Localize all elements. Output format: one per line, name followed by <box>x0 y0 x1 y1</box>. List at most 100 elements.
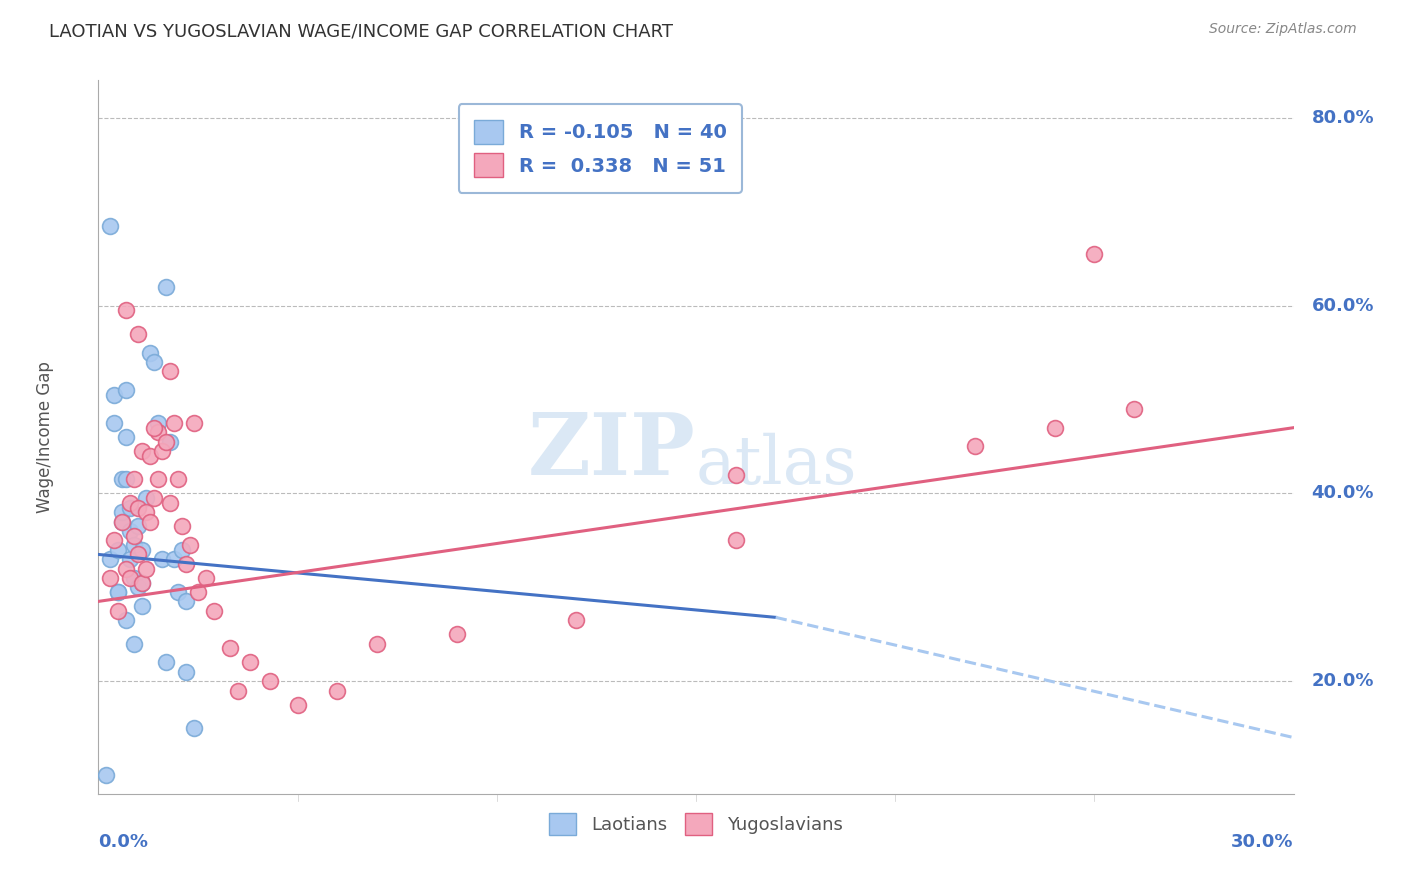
Point <box>326 683 349 698</box>
Point <box>143 420 166 434</box>
Point <box>124 571 146 585</box>
Point <box>963 440 986 454</box>
Text: 20.0%: 20.0% <box>1312 673 1374 690</box>
Point <box>107 604 129 618</box>
Point <box>148 472 170 486</box>
Point <box>724 467 747 482</box>
Point <box>115 613 138 627</box>
Point <box>135 491 157 505</box>
Point <box>124 529 146 543</box>
Point <box>167 585 190 599</box>
Point <box>1083 247 1105 261</box>
Point <box>103 388 125 402</box>
Point <box>103 533 125 548</box>
Text: ZIP: ZIP <box>529 409 696 493</box>
Point <box>115 472 138 486</box>
Point <box>111 515 134 529</box>
Legend: Laotians, Yugoslavians: Laotians, Yugoslavians <box>543 805 849 842</box>
Point <box>131 599 153 613</box>
Point <box>239 656 262 670</box>
Point <box>163 552 186 566</box>
Point <box>159 496 181 510</box>
Point <box>724 533 747 548</box>
Point <box>115 430 138 444</box>
Point <box>287 698 309 712</box>
Point <box>120 571 142 585</box>
Point <box>143 355 166 369</box>
Point <box>1043 420 1066 434</box>
Text: Wage/Income Gap: Wage/Income Gap <box>35 361 53 513</box>
Point <box>143 491 166 505</box>
Point <box>127 548 149 562</box>
Point <box>174 594 197 608</box>
Point <box>124 637 146 651</box>
Point <box>107 542 129 557</box>
Point <box>167 472 190 486</box>
Point <box>174 557 197 571</box>
Text: 0.0%: 0.0% <box>98 833 149 851</box>
Point <box>226 683 249 698</box>
Point <box>159 364 181 378</box>
Point <box>172 519 194 533</box>
Text: 60.0%: 60.0% <box>1312 297 1374 315</box>
Point <box>202 604 225 618</box>
Point <box>183 416 205 430</box>
Point <box>366 637 388 651</box>
Point <box>127 519 149 533</box>
Point <box>174 665 197 679</box>
Point <box>98 571 122 585</box>
Text: 30.0%: 30.0% <box>1232 833 1294 851</box>
Point <box>124 472 146 486</box>
Point <box>155 434 177 449</box>
Point <box>127 500 149 515</box>
Point <box>98 219 122 233</box>
Point <box>103 416 125 430</box>
Point <box>159 434 181 449</box>
Point <box>187 585 209 599</box>
Point <box>115 383 138 397</box>
Point <box>148 425 170 440</box>
Point <box>120 524 142 538</box>
Point <box>111 472 134 486</box>
Point <box>179 538 201 552</box>
Point <box>115 561 138 575</box>
Point <box>163 416 186 430</box>
Point <box>1123 401 1146 416</box>
Point <box>124 538 146 552</box>
Point <box>131 575 153 590</box>
Point <box>131 444 153 458</box>
Point <box>135 561 157 575</box>
Point <box>183 721 205 735</box>
Point <box>565 613 588 627</box>
Point <box>219 641 242 656</box>
Point <box>127 326 149 341</box>
Point <box>139 515 162 529</box>
Point <box>131 542 153 557</box>
Point <box>446 627 468 641</box>
Point <box>120 500 142 515</box>
Point <box>139 345 162 359</box>
Text: 40.0%: 40.0% <box>1312 484 1374 502</box>
Point <box>111 505 134 519</box>
Point <box>259 674 281 689</box>
Point <box>148 416 170 430</box>
Point <box>131 575 153 590</box>
Text: Source: ZipAtlas.com: Source: ZipAtlas.com <box>1209 22 1357 37</box>
Point <box>172 542 194 557</box>
Point <box>127 580 149 594</box>
Point <box>195 571 218 585</box>
Point <box>120 552 142 566</box>
Point <box>139 449 162 463</box>
Point <box>150 552 173 566</box>
Point <box>150 444 173 458</box>
Text: atlas: atlas <box>696 433 858 499</box>
Point <box>155 280 177 294</box>
Point <box>107 585 129 599</box>
Point <box>115 303 138 318</box>
Text: LAOTIAN VS YUGOSLAVIAN WAGE/INCOME GAP CORRELATION CHART: LAOTIAN VS YUGOSLAVIAN WAGE/INCOME GAP C… <box>49 22 673 40</box>
Point <box>111 515 134 529</box>
Point <box>135 505 157 519</box>
Point <box>96 768 118 782</box>
Text: 80.0%: 80.0% <box>1312 109 1374 127</box>
Point <box>107 585 129 599</box>
